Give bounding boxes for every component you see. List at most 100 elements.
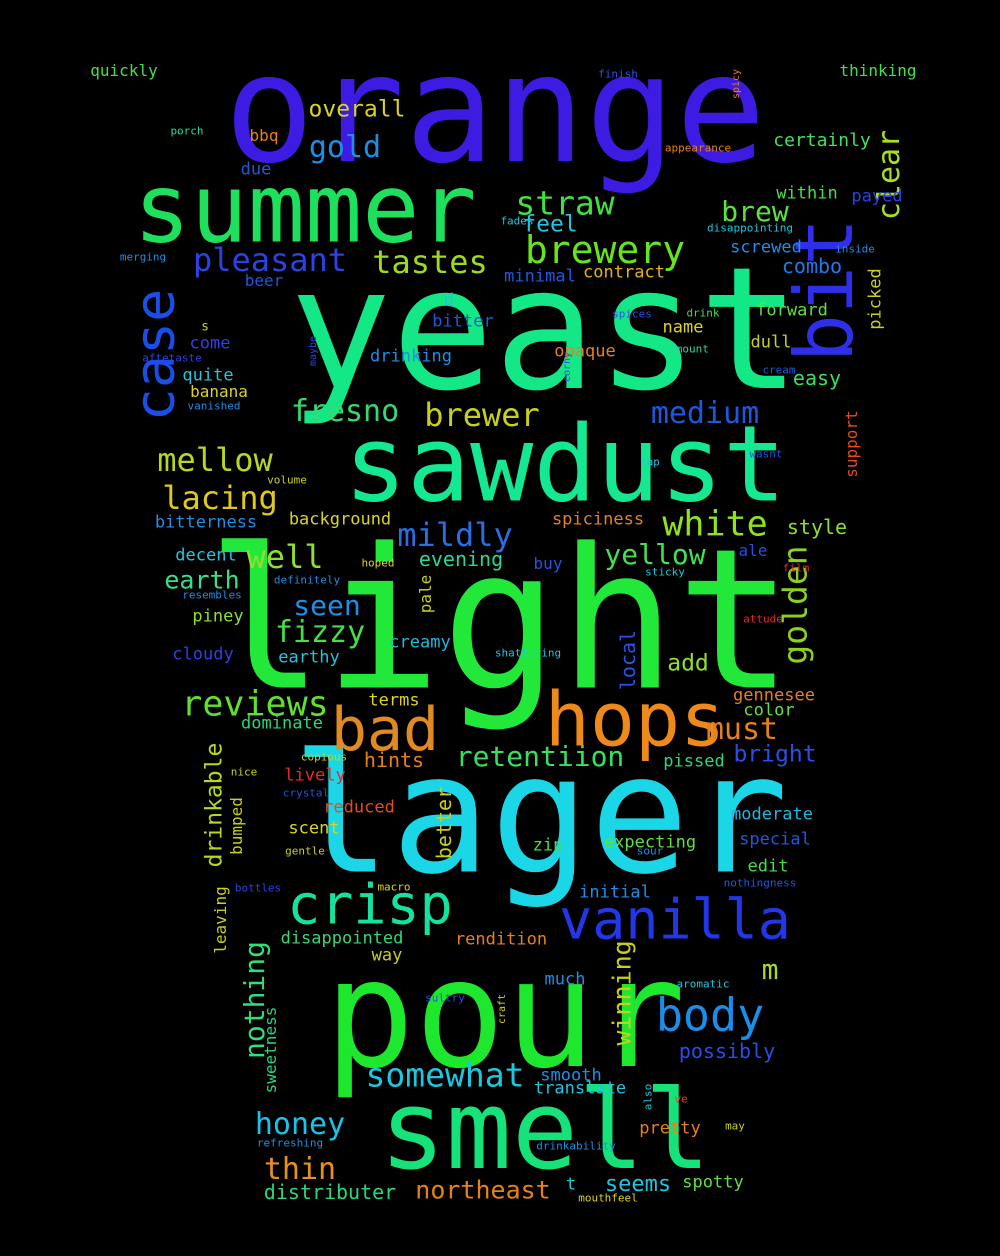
word-appearance: appearance [664, 141, 732, 155]
word-way: way [371, 945, 403, 966]
word-tastes: tastes [372, 243, 488, 281]
word-lacing: lacing [162, 479, 278, 517]
word-wasnt: wasnt [749, 447, 783, 461]
word-crystal: crystal [282, 786, 330, 800]
word-refreshing: refreshing [256, 1136, 324, 1150]
word-forward: forward [756, 300, 828, 321]
word-initial: initial [579, 882, 651, 903]
word-edit: edit [747, 856, 789, 877]
word-name: name [662, 317, 704, 338]
word-may: may [725, 1119, 745, 1133]
word-s: s [201, 319, 209, 335]
word-zip: zip [532, 835, 564, 856]
word-gennesee: gennesee [733, 685, 815, 706]
word-bitter: bitter [432, 311, 494, 332]
word-bitterness: bitterness [154, 512, 258, 533]
word-yeast: yeast [289, 231, 801, 429]
word-finish: finish [598, 67, 638, 81]
word-picked: picked [865, 268, 886, 330]
word-reviews: reviews [181, 684, 329, 725]
word-m: m [761, 953, 779, 986]
word-earth: earth [164, 565, 240, 595]
word-thin: thin [263, 1152, 337, 1187]
word-moderate: moderate [731, 804, 813, 825]
word-within: within [776, 183, 838, 204]
word-better: better [432, 786, 456, 860]
word-disappointing: disappointing [706, 221, 794, 235]
word-light: light [206, 506, 794, 734]
word-body: body [655, 988, 765, 1042]
word-translate: translate [533, 1078, 627, 1099]
word-buy: buy [533, 554, 563, 573]
word-drinkability: drinkability [536, 1139, 616, 1153]
word-banana: banana [190, 382, 248, 401]
word-drink: drink [686, 306, 720, 320]
word-earthy: earthy [278, 647, 340, 668]
word-copious: copious [300, 750, 348, 764]
word-bright: bright [733, 741, 817, 768]
word-seems: seems [604, 1172, 672, 1197]
word-bumped: bumped [227, 797, 246, 855]
word-much: much [544, 969, 586, 990]
word-pissed: pissed [663, 751, 725, 772]
word-amount: amount [669, 342, 709, 356]
word-corny: corny [562, 351, 573, 383]
word-expecting: expecting [603, 832, 697, 853]
word-brew: brew [721, 195, 789, 228]
word-sultry: sultry [425, 991, 465, 1005]
word-t: t [565, 1174, 577, 1195]
word-vanished: vanished [187, 399, 241, 413]
word-d: d [443, 290, 455, 311]
word-come: come [189, 333, 231, 354]
word-distributer: distributer [263, 1180, 397, 1204]
word-reduced: reduced [323, 797, 395, 818]
word-possibly: possibly [678, 1039, 776, 1063]
word-macro: macro [377, 880, 411, 894]
word-honey: honey [254, 1107, 346, 1142]
word-spiciness: spiciness [551, 509, 645, 530]
word-nice: nice [230, 765, 258, 779]
word-easy: easy [792, 366, 842, 390]
word-nothingness: nothingness [723, 876, 797, 890]
word-spotty: spotty [682, 1172, 744, 1193]
word-attude: attude [743, 612, 783, 626]
word-hints: hints [363, 748, 425, 772]
word-pleasant: pleasant [192, 241, 348, 279]
word-fizzy: fizzy [274, 615, 366, 650]
word-somewhat: somewhat [365, 1055, 525, 1095]
word-creamy: creamy [389, 632, 451, 653]
word-quickly: quickly [90, 61, 158, 80]
word-special: special [739, 829, 811, 850]
word-piney: piney [192, 606, 244, 627]
word-orange: orange [224, 23, 766, 197]
word-terms: terms [368, 690, 420, 711]
word-volume: volume [267, 473, 307, 487]
word-certainly: certainly [773, 130, 871, 151]
word-drinkable: drinkable [201, 742, 228, 868]
word-scent: scent [288, 818, 340, 839]
word-color: color [743, 700, 795, 721]
word-sawdust: sawdust [343, 403, 787, 526]
word-smooth: smooth [540, 1065, 602, 1086]
word-style: style [786, 515, 848, 539]
word-decent: decent [175, 545, 237, 566]
word-sweetness: sweetness [261, 1006, 280, 1094]
word-mouthfeel: mouthfeel [578, 1191, 638, 1205]
word-yellow: yellow [604, 538, 706, 571]
word-brewery: brewery [524, 228, 686, 272]
word-summer: summer [133, 154, 477, 265]
word-definitely: definitely [273, 573, 341, 587]
word-straw: straw [515, 183, 615, 223]
word-resembles: resembles [182, 588, 242, 602]
word-aromatic: aromatic [676, 977, 730, 991]
word-pretty: pretty [639, 1118, 701, 1139]
word-smell: smell [379, 1066, 711, 1194]
word-winning: winning [607, 940, 637, 1046]
word-pale: pale [416, 574, 435, 614]
word-leaving: leaving [211, 886, 230, 954]
word-thinking: thinking [839, 61, 917, 80]
word-evening: evening [418, 547, 504, 571]
word-hoped: hoped [361, 556, 395, 570]
word-screwed: screwed [730, 237, 802, 258]
word-tap: tap [640, 455, 660, 469]
